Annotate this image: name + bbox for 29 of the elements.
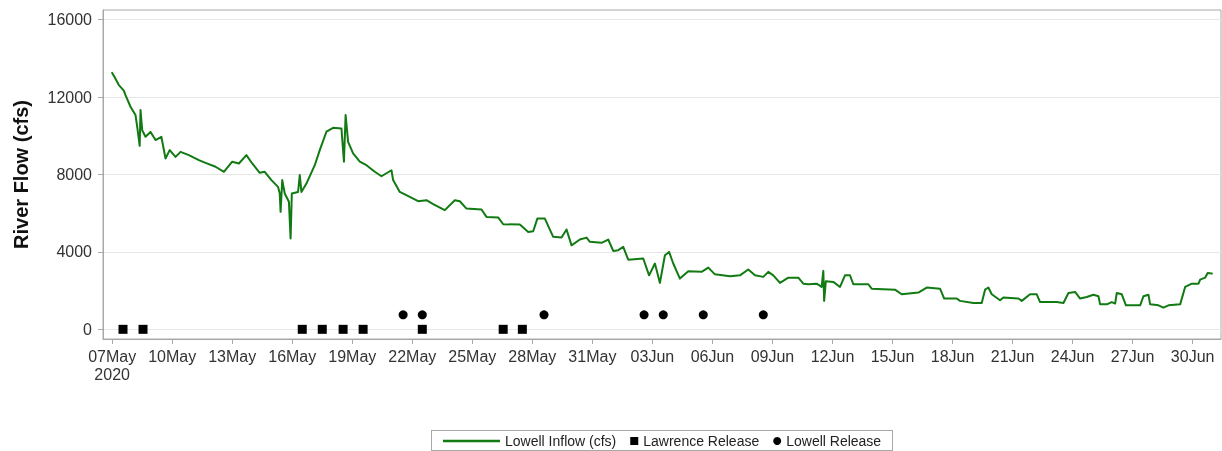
x-tick-label: 30Jun (1170, 347, 1215, 365)
x-tick-label: 25May (448, 347, 497, 365)
x-tick-label: 15Jun (870, 347, 915, 365)
x-tick-label: 09Jun (750, 347, 795, 365)
y-axis-title: River Flow (cfs) (10, 100, 32, 249)
y-tick-label: 16000 (47, 11, 93, 29)
legend-label: Lowell Release (786, 433, 882, 449)
x-tick-label: 03Jun (630, 347, 675, 365)
x-tick-label: 28May (508, 347, 557, 365)
x-tick-label: 21Jun (990, 347, 1035, 365)
y-tick-label: 4000 (56, 243, 93, 261)
x-tick-label: 16May (268, 347, 317, 365)
x-tick-label: 27Jun (1110, 347, 1155, 365)
y-tick-label: 0 (83, 320, 93, 338)
x-tick-label: 12Jun (810, 347, 855, 365)
x-tick-label: 07May 2020 (88, 347, 137, 383)
y-tick-label: 8000 (56, 166, 93, 183)
x-tick-label: 18Jun (930, 347, 975, 365)
x-tick-label: 10May (148, 347, 197, 365)
x-tick-label: 24Jun (1050, 347, 1095, 365)
x-tick-label: 06Jun (690, 347, 735, 365)
x-tick-label: 22May (388, 347, 437, 365)
x-tick-label: 31May (568, 347, 617, 365)
line-series (111, 71, 1213, 309)
legend-label: Lowell Inflow (cfs) (505, 433, 617, 449)
y-tick-label: 12000 (47, 88, 93, 106)
x-tick-label: 19May (328, 347, 377, 365)
legend-label: Lawrence Release (643, 433, 760, 449)
x-tick-label: 13May (208, 347, 257, 365)
